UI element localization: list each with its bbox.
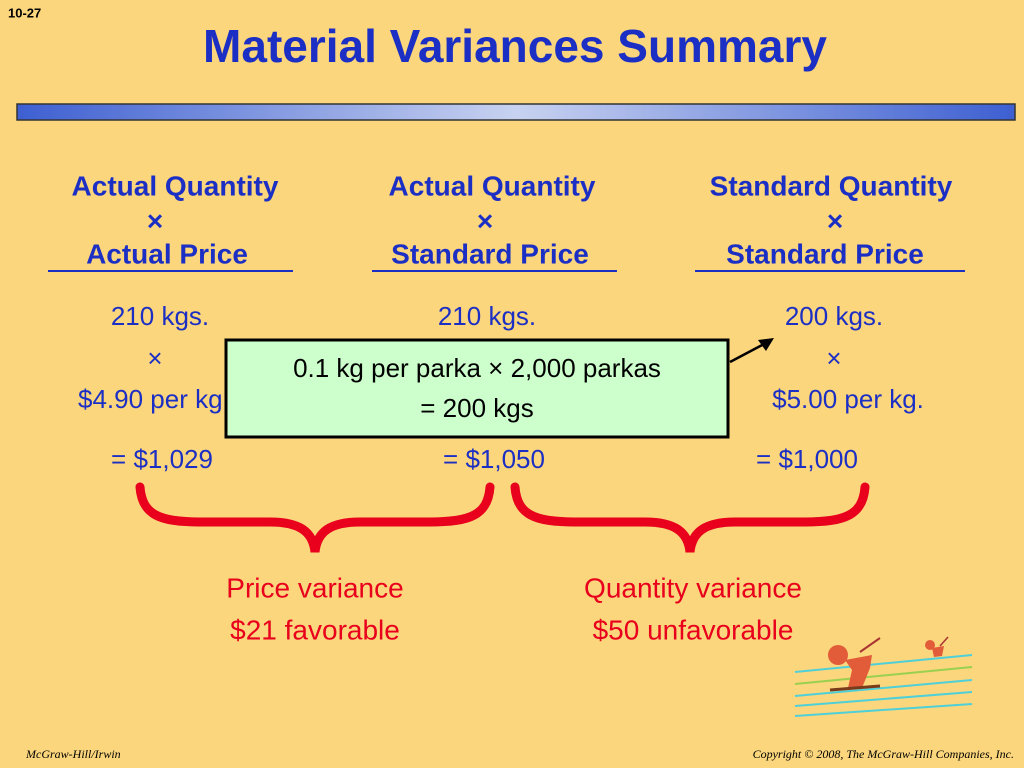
arrow-head [758,338,774,351]
ski-pole [859,637,881,653]
header-line: × [147,205,163,236]
callout: 0.1 kg per parka × 2,000 parkas = 200 kg… [224,338,774,439]
slope-line [794,666,973,685]
slide-number: 10-27 [8,5,41,20]
header-line: × [827,205,843,236]
ski [829,684,881,692]
footer-right: Copyright © 2008, The McGraw-Hill Compan… [753,747,1014,761]
title: Material Variances Summary [203,20,827,72]
variance-name: Quantity variance [584,572,802,603]
result: = $1,029 [111,444,213,474]
variance-amount: $50 unfavorable [593,614,794,645]
skier-body [932,646,944,657]
skier-clipart [794,636,973,717]
result: = $1,000 [756,444,858,474]
variance-amount: $21 favorable [230,614,400,645]
value-line: 210 kgs. [438,301,536,331]
callout-line: 0.1 kg per parka × 2,000 parkas [293,353,661,383]
slope-line [794,703,973,717]
header-line: Standard Quantity [710,170,953,201]
value-line: 210 kgs. [111,301,209,331]
skier-body [845,655,872,688]
callout-box [224,338,730,439]
skier-head [828,645,848,665]
value-line: $4.90 per kg. [78,384,230,414]
footer-left: McGraw-Hill/Irwin [25,747,121,761]
column-headers: Actual Quantity × Actual Price Actual Qu… [48,170,965,272]
brace [510,482,870,553]
variances: Price variance $21 favorable Quantity va… [226,572,802,645]
column-values: 210 kgs. × $4.90 per kg. 210 kgs. 200 kg… [78,301,924,474]
header-line: Actual Quantity [389,170,596,201]
ski-pole [939,636,949,647]
header-line: Actual Quantity [72,170,279,201]
slope-line [794,691,973,707]
callout-line: = 200 kgs [420,393,533,423]
callout-arrow [729,342,765,364]
variance-name: Price variance [226,572,403,603]
value-line: × [826,343,841,373]
slope-line [794,654,973,673]
braces [135,482,870,553]
skier-head [925,640,935,650]
title-bar [16,103,1016,121]
value-line: × [147,343,162,373]
header-line: Standard Price [726,238,924,269]
value-line: $5.00 per kg. [772,384,924,414]
brace [135,482,495,553]
value-line: 200 kgs. [785,301,883,331]
header-line: Actual Price [86,238,248,269]
slope-line [794,679,973,697]
header-line: × [477,205,493,236]
result: = $1,050 [443,444,545,474]
header-line: Standard Price [391,238,589,269]
